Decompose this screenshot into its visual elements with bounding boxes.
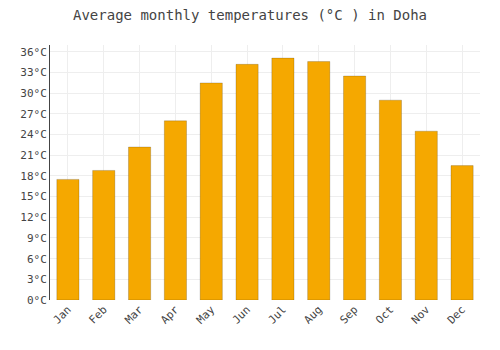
svg-text:Jun: Jun (230, 303, 253, 326)
svg-text:18°C: 18°C (20, 170, 47, 183)
svg-text:24°C: 24°C (20, 128, 47, 141)
svg-text:Mar: Mar (122, 303, 146, 327)
svg-text:Apr: Apr (158, 303, 182, 327)
svg-text:21°C: 21°C (20, 149, 47, 162)
svg-text:0°C: 0°C (27, 294, 47, 307)
svg-text:15°C: 15°C (20, 190, 47, 203)
svg-text:Dec: Dec (445, 303, 468, 326)
svg-text:36°C: 36°C (20, 46, 47, 59)
svg-text:May: May (194, 303, 218, 327)
svg-text:Jan: Jan (51, 303, 74, 326)
svg-text:6°C: 6°C (27, 253, 47, 266)
svg-text:33°C: 33°C (20, 66, 47, 79)
svg-text:Jul: Jul (266, 303, 289, 326)
svg-text:27°C: 27°C (20, 108, 47, 121)
svg-text:Nov: Nov (409, 303, 433, 327)
svg-text:Feb: Feb (87, 303, 110, 326)
svg-text:3°C: 3°C (27, 273, 47, 286)
svg-text:Oct: Oct (373, 303, 396, 326)
svg-text:30°C: 30°C (20, 87, 47, 100)
svg-text:Aug: Aug (302, 303, 325, 326)
svg-text:Average monthly temperatures (: Average monthly temperatures (°C ) in Do… (73, 7, 427, 23)
svg-text:9°C: 9°C (27, 232, 47, 245)
svg-text:12°C: 12°C (20, 211, 47, 224)
svg-text:Sep: Sep (337, 303, 360, 326)
